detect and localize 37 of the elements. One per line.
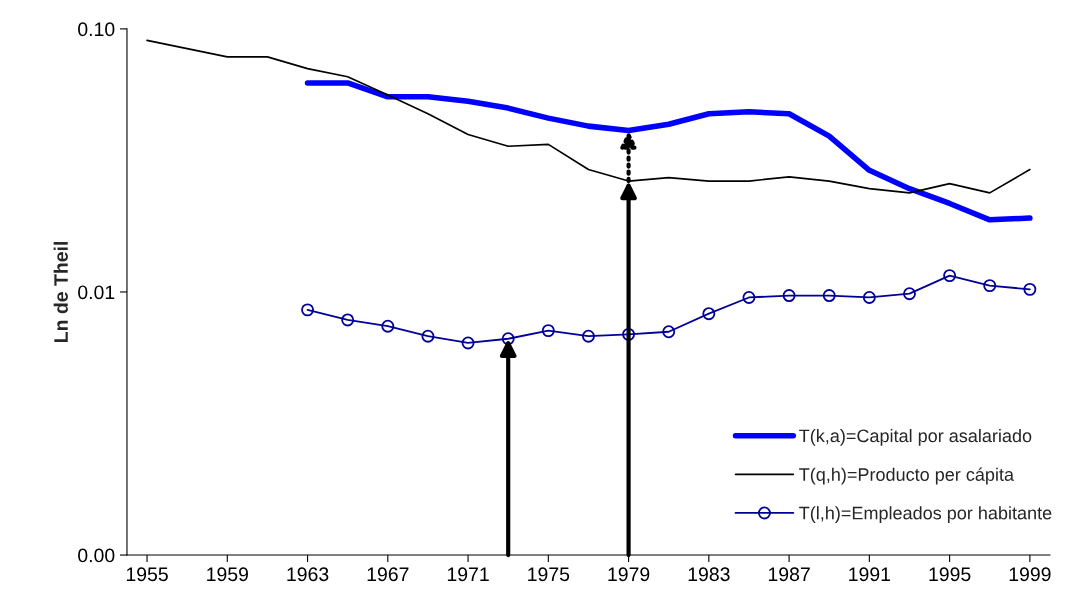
- point: [943, 269, 957, 283]
- y-axis-title: Ln de Theil: [53, 242, 68, 342]
- x-tick-label: 1975: [528, 567, 570, 582]
- point: [301, 303, 315, 317]
- point: [541, 324, 555, 338]
- point: [822, 289, 836, 303]
- x-tick-label: 1959: [207, 567, 248, 582]
- point: [341, 313, 355, 327]
- legend-label: T(l,h)=Empleados por habitante: [799, 506, 1052, 524]
- point: [461, 336, 475, 350]
- y-tick-label: 0.00: [78, 548, 115, 563]
- point: [903, 287, 916, 301]
- point: [782, 289, 796, 303]
- x-tick-label: 1995: [929, 567, 971, 582]
- point: [983, 279, 997, 293]
- y-tick-label: 0.10: [78, 22, 115, 37]
- point: [742, 291, 756, 304]
- legend-label: T(q,h)=Producto per cápita: [799, 467, 1015, 485]
- y-tick-label: 0.01: [78, 285, 115, 300]
- x-tick-label: 1999: [1009, 567, 1051, 582]
- point: [662, 325, 676, 339]
- x-tick-label: 1979: [608, 567, 650, 582]
- point: [1023, 282, 1037, 296]
- point: [381, 319, 395, 333]
- x-tick-label: 1963: [287, 567, 329, 582]
- point: [581, 329, 595, 343]
- point: [501, 332, 515, 346]
- x-tick-label: 1955: [126, 567, 168, 582]
- x-tick-label: 1971: [447, 567, 489, 582]
- x-tick-label: 1987: [768, 567, 810, 582]
- point: [862, 291, 876, 304]
- point: [421, 329, 435, 343]
- x-tick-label: 1983: [688, 567, 730, 582]
- x-tick-label: 1991: [849, 567, 891, 582]
- x-tick-label: 1967: [367, 567, 409, 582]
- point: [702, 307, 716, 321]
- legend-label: T(k,a)=Capital por asalariado: [799, 428, 1032, 446]
